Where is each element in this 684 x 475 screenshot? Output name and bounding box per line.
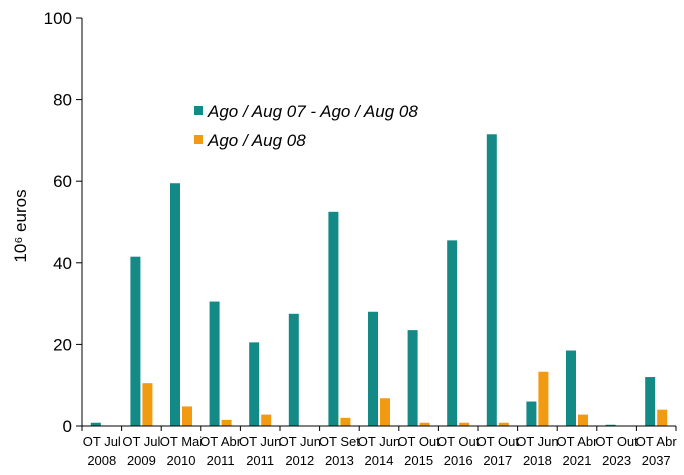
x-tick-label: OT Jun 2011 [239,434,281,468]
bar-series-1 [407,330,418,426]
legend: Ago / Aug 07 - Ago / Aug 08 Ago / Aug 08 [194,102,418,150]
bar-series-2 [578,414,588,426]
bar-series-1 [130,256,141,426]
bar-series-2 [182,406,192,426]
legend-swatch [194,135,203,144]
y-tick-label: 40 [53,254,72,273]
x-tick-label: OT Jul 2008 [83,434,121,468]
y-tick-label: 100 [44,9,72,28]
x-tick-label: OT Mai 2010 [160,434,202,468]
bar-series-1 [249,342,260,426]
bar-series-2 [340,417,351,426]
x-tick-label: OT Jun 2018 [516,434,558,468]
bar-series-2 [657,409,668,426]
x-tick-label: OT Out 2016 [437,434,480,468]
bar-series-1 [486,134,497,426]
y-tick-label: 60 [53,172,72,191]
x-tick-label: OT Out 2017 [477,434,520,468]
bar-series-1 [447,240,458,426]
bar-series-2 [459,422,470,426]
x-tick-label: OT Abr 2011 [200,434,242,468]
bar-series-2 [380,398,390,426]
y-tick-label: 20 [53,335,72,354]
bar-series-2 [261,414,272,426]
bar-series-1 [288,313,299,426]
legend-label: Ago / Aug 08 [207,131,306,150]
bars [90,134,668,426]
bar-series-2 [221,419,232,426]
y-axis-title: 10⁶ euros [11,189,30,262]
bar-series-1 [328,211,339,426]
bar-series-1 [209,301,220,426]
x-tick-label: OT Jul 2009 [122,434,160,468]
bar-series-1 [170,183,180,426]
bar-series-2 [538,371,549,426]
x-tick-label: OT Out 2023 [595,434,638,468]
y-tick-label: 0 [63,417,72,436]
bar-series-2 [142,383,153,426]
legend-swatch [194,106,203,115]
y-axis: 0 20 40 60 80 100 [44,9,83,436]
x-tick-label: OT Jun 2012 [279,434,321,468]
bar-series-1 [90,422,101,426]
bar-series-1 [605,424,616,426]
x-tick-label: OT Set 2013 [319,434,360,468]
bar-series-2 [498,422,509,426]
bar-series-2 [419,422,430,426]
bar-series-1 [368,311,378,426]
x-tick-label: OT Abr 2037 [636,434,678,468]
bar-series-1 [566,350,576,426]
x-tick-label: OT Jun 2014 [358,434,400,468]
bar-series-1 [526,401,537,426]
legend-label: Ago / Aug 07 - Ago / Aug 08 [207,102,418,121]
x-tick-label: OT Abr 2021 [557,434,599,468]
bar-series-1 [645,377,656,426]
y-tick-label: 80 [53,91,72,110]
x-tick-label: OT Out 2015 [397,434,440,468]
